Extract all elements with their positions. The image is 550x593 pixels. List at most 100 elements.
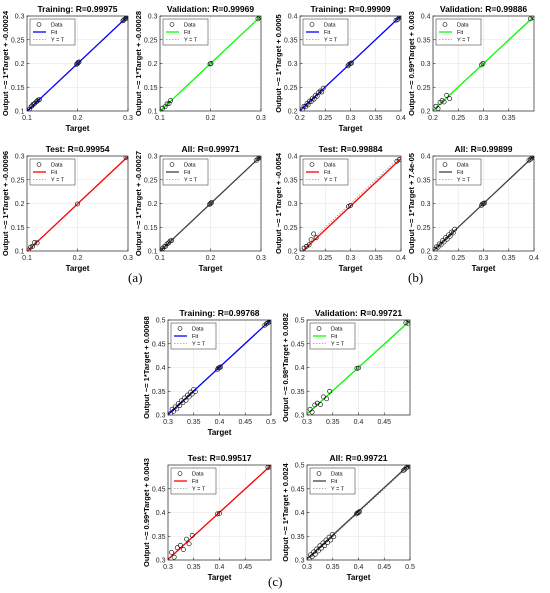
x-tick-label: 0.1 [155, 255, 165, 262]
data-point [304, 243, 309, 249]
x-tick-label: 0.35 [502, 115, 516, 122]
chart-a3: 0.1 0.2 0.3 0.1 0.15 0.2 0.25 0.3 Test: R=0.9995… [1, 144, 133, 273]
x-tick-label: 0.2 [428, 115, 438, 122]
data-point [528, 16, 533, 22]
data-point [312, 551, 318, 557]
data-point [316, 90, 322, 95]
y-tick-label: 0.5 [295, 463, 305, 470]
legend-label-fit: Fit [457, 30, 464, 36]
chart-title: All: R=0.99721 [330, 453, 388, 463]
x-tick-label: 0.3 [302, 419, 312, 426]
y-tick-label: 0.25 [144, 177, 158, 184]
legend-data-marker [309, 162, 315, 167]
x-tick-label: 0.35 [369, 255, 383, 262]
data-point [325, 540, 330, 545]
x-tick-label: 0.4 [396, 255, 406, 262]
data-point [314, 400, 320, 406]
legend-label-ideal: Y = T [457, 38, 471, 44]
y-tick-label: 0.35 [291, 534, 305, 541]
legend-label-fit: Fit [184, 30, 191, 36]
x-tick-label: 0.3 [123, 115, 133, 122]
y-tick-label: 0.4 [295, 510, 305, 517]
legend-label-data: Data [324, 23, 337, 29]
chart-title: Test: R=0.99517 [188, 453, 252, 463]
y-tick-label: 0.4 [421, 154, 431, 161]
x-tick-label: 0.45 [238, 564, 252, 571]
data-point [311, 231, 317, 237]
data-point [406, 465, 410, 468]
legend-label-ideal: Y = T [331, 342, 345, 348]
x-tick-label: 0.5 [405, 564, 415, 571]
y-tick-label: 0.2 [421, 109, 431, 116]
y-tick-label: 0.3 [288, 61, 298, 68]
chart-title: Validation: R=0.99969 [167, 4, 254, 14]
legend-label-data: Data [184, 23, 197, 29]
data-point [34, 98, 40, 104]
data-point [328, 537, 334, 543]
y-tick-label: 0.35 [152, 389, 166, 396]
chart-b4: 0.2 0.25 0.3 0.35 0.4 0.2 0.25 0.3 0.35 0.4 All: R… [407, 144, 539, 273]
y-tick-label: 0.3 [156, 413, 166, 420]
x-tick-label: 0.35 [502, 255, 516, 262]
x-tick-label: 0.5 [266, 419, 276, 426]
x-axis-label: Target [347, 573, 371, 582]
data-point [217, 511, 222, 516]
x-tick-label: 0.3 [163, 419, 173, 426]
x-tick-label: 0.1 [155, 115, 165, 122]
legend-data-marker [442, 22, 448, 27]
data-point [169, 550, 175, 555]
fit-line [433, 156, 534, 251]
data-point [125, 156, 128, 159]
data-point [444, 236, 450, 242]
legend-label-ideal: Y = T [51, 178, 65, 184]
x-axis-label: Target [208, 573, 232, 582]
subfigure-label-c: (c) [268, 574, 283, 589]
data-point [177, 403, 183, 408]
y-tick-label: 0.35 [417, 177, 431, 184]
legend-label-ideal: Y = T [184, 178, 198, 184]
data-point [529, 156, 534, 161]
plot-layer [160, 156, 261, 251]
data-point [443, 235, 449, 241]
y-axis-label: Output ~= 1*Target + 0.0024 [281, 462, 290, 561]
subfigure-label-a: (a) [128, 270, 143, 285]
data-point [34, 240, 40, 246]
data-point [309, 554, 315, 560]
data-point [324, 396, 329, 402]
data-point [168, 98, 174, 103]
x-tick-label: 0.2 [73, 255, 83, 262]
plot-layer [160, 16, 261, 111]
data-point [313, 235, 319, 241]
legend-label-ideal: Y = T [184, 38, 198, 44]
y-tick-label: 0.15 [144, 225, 158, 232]
legend-data-marker [442, 162, 448, 167]
x-tick-label: 0.2 [73, 115, 83, 122]
x-tick-label: 0.45 [238, 419, 252, 426]
x-tick-label: 0.2 [206, 255, 216, 262]
data-point [184, 536, 189, 542]
data-point [396, 16, 401, 21]
data-point [181, 547, 186, 552]
x-tick-label: 0.45 [377, 564, 391, 571]
data-point [27, 108, 31, 111]
x-tick-label: 0.3 [479, 115, 489, 122]
data-point [307, 556, 312, 560]
legend-label-data: Data [184, 163, 197, 169]
fit-line [168, 465, 271, 560]
data-point [530, 156, 534, 159]
chart-title: All: R=0.99971 [182, 144, 240, 154]
y-tick-label: 0.3 [295, 413, 305, 420]
data-point [29, 103, 35, 109]
data-point [322, 543, 327, 549]
data-point [530, 16, 534, 20]
plot-layer [307, 320, 410, 415]
legend-label-fit: Fit [331, 334, 338, 340]
legend-data-marker [36, 22, 42, 27]
x-tick-label: 0.2 [428, 255, 438, 262]
data-point [124, 16, 128, 19]
